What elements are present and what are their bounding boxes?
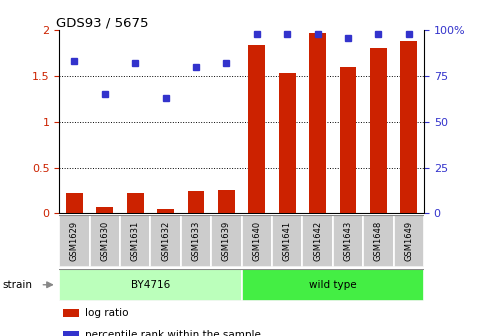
Bar	[181, 215, 211, 267]
Bar	[242, 215, 272, 267]
Bar	[400, 41, 417, 213]
Text: wild type: wild type	[309, 280, 356, 290]
Bar	[157, 209, 174, 213]
Bar	[279, 73, 295, 213]
Text: strain: strain	[2, 280, 33, 290]
Bar	[309, 33, 326, 213]
Bar	[90, 215, 120, 267]
Text: GDS93 / 5675: GDS93 / 5675	[56, 16, 148, 29]
Text: GSM1643: GSM1643	[344, 221, 352, 261]
Text: GSM1631: GSM1631	[131, 221, 140, 261]
Bar	[63, 309, 79, 317]
Bar	[66, 193, 83, 213]
Text: GSM1629: GSM1629	[70, 221, 79, 261]
Bar	[393, 215, 424, 267]
Bar	[150, 215, 181, 267]
Bar	[211, 215, 242, 267]
Bar	[218, 190, 235, 213]
Bar	[272, 215, 302, 267]
Bar	[59, 215, 90, 267]
Bar	[188, 192, 204, 213]
Bar	[302, 215, 333, 267]
Text: percentile rank within the sample: percentile rank within the sample	[85, 330, 261, 336]
Text: GSM1630: GSM1630	[100, 221, 109, 261]
Text: BY4716: BY4716	[131, 280, 170, 290]
Text: GSM1633: GSM1633	[191, 221, 201, 261]
Bar	[59, 269, 242, 301]
Bar	[127, 193, 143, 213]
Text: GSM1642: GSM1642	[313, 221, 322, 261]
Bar	[63, 331, 79, 336]
Text: log ratio: log ratio	[85, 308, 128, 318]
Text: GSM1649: GSM1649	[404, 221, 413, 261]
Bar	[363, 215, 393, 267]
Bar	[333, 215, 363, 267]
Text: GSM1632: GSM1632	[161, 221, 170, 261]
Text: GSM1648: GSM1648	[374, 221, 383, 261]
Text: GSM1641: GSM1641	[282, 221, 292, 261]
Bar	[340, 67, 356, 213]
Bar	[370, 48, 387, 213]
Bar	[248, 45, 265, 213]
Text: GSM1639: GSM1639	[222, 221, 231, 261]
Bar	[120, 215, 150, 267]
Bar	[97, 207, 113, 213]
Text: GSM1640: GSM1640	[252, 221, 261, 261]
Bar	[242, 269, 424, 301]
